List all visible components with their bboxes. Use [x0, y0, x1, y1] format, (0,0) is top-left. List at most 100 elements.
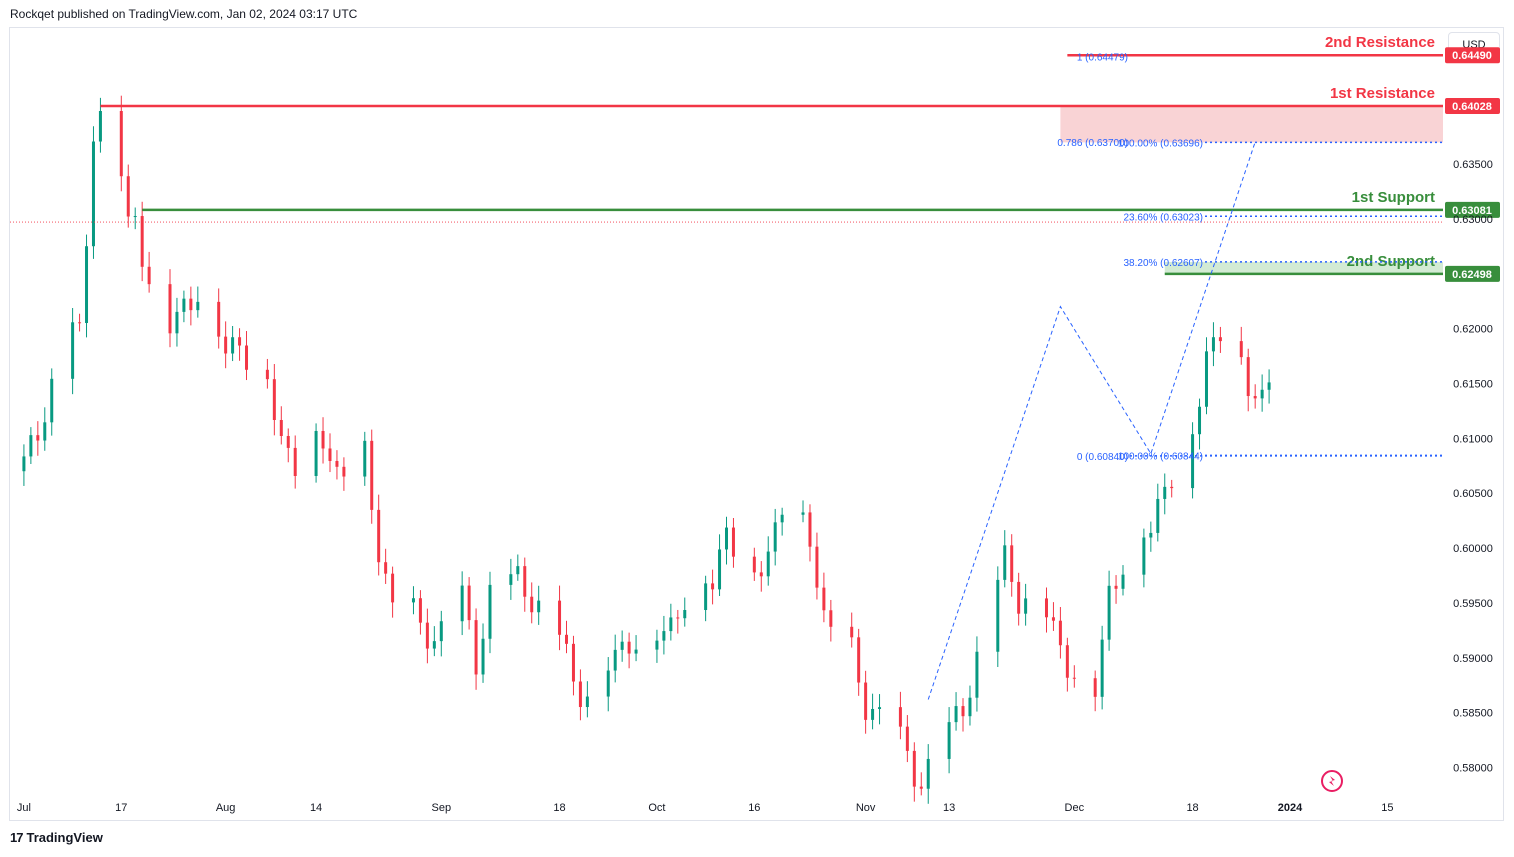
candle-body [418, 598, 422, 623]
footer-brand: 17 TradingView [10, 830, 103, 845]
candle [711, 569, 715, 605]
candle-body [571, 643, 575, 682]
x-tick-label: Oct [648, 802, 665, 814]
time-axis: Jul 17 Aug 14 Sep 18 Oct 16 Nov 13 Dec 18 2024 15 [17, 802, 1394, 814]
candle-body [147, 266, 151, 285]
candle [1051, 602, 1055, 631]
candle-body [857, 637, 861, 683]
candle-body [1156, 498, 1160, 533]
candle [912, 742, 916, 802]
candle [279, 406, 283, 445]
candle-body [627, 641, 631, 654]
candle-body [878, 707, 882, 709]
candle-body [196, 301, 200, 311]
candle-body [585, 696, 589, 708]
x-tick-label: 18 [553, 802, 565, 814]
candle [878, 694, 882, 725]
candle-body [718, 549, 722, 590]
y-tick-label: 0.58000 [1453, 763, 1493, 775]
candle-body [1017, 581, 1021, 614]
candle-body [272, 379, 276, 420]
candle [439, 610, 443, 657]
candle [759, 561, 763, 592]
candle-body [217, 301, 221, 337]
candle [1149, 521, 1153, 552]
level-label: 1st Support [1352, 189, 1435, 206]
candle-body [370, 440, 374, 510]
candle-body [50, 378, 54, 423]
candle-body [752, 556, 756, 573]
candle-body [634, 649, 638, 654]
candle-body [655, 640, 659, 650]
candle [91, 126, 95, 259]
candle-body [850, 626, 854, 638]
candle-body [293, 447, 297, 477]
candle [1044, 587, 1048, 633]
candle-body [919, 786, 923, 789]
candle-body [411, 598, 415, 603]
candle-body [926, 758, 930, 789]
brand-name: TradingView [26, 830, 103, 845]
candle-body [1072, 677, 1076, 679]
candle-body [425, 622, 429, 649]
candle [1100, 625, 1104, 710]
candle-body [474, 620, 478, 675]
fib-label: 0.786 (0.63700) [1057, 138, 1128, 149]
candle [718, 534, 722, 596]
candle [50, 368, 54, 436]
candle [321, 417, 325, 464]
candle [1017, 572, 1021, 626]
candle [168, 269, 172, 348]
candle-body [1024, 598, 1028, 614]
x-tick-label: Aug [216, 802, 236, 814]
flash-icon[interactable] [1321, 770, 1343, 792]
candle [1093, 670, 1097, 712]
candle [1260, 374, 1264, 412]
candle-body [523, 566, 527, 597]
fib-label: 100.00% (0.63696) [1118, 138, 1203, 149]
candle-body [759, 572, 763, 577]
candle-body [975, 651, 979, 698]
candle [460, 571, 464, 636]
candle [140, 201, 144, 282]
price-axis: 0.63500 0.63000 0.62000 0.61500 0.61000 0.605… [1453, 159, 1493, 775]
candle [1246, 348, 1250, 412]
candle-body [530, 596, 534, 613]
candle-body [91, 141, 95, 247]
candle-body [460, 585, 464, 622]
resistance-zone [1060, 105, 1443, 143]
candle [328, 433, 332, 473]
candle-body [1010, 545, 1014, 582]
candle-body [1149, 532, 1153, 538]
candle-body [1211, 337, 1215, 352]
candle [1003, 530, 1007, 588]
candle-body [279, 419, 283, 437]
candle-body [773, 522, 777, 552]
candle [627, 632, 631, 669]
candle-body [1142, 537, 1146, 575]
candle [1156, 483, 1160, 542]
candle-body [815, 546, 819, 588]
level-label: 1st Resistance [1330, 85, 1435, 102]
y-tick-label: 0.59000 [1453, 653, 1493, 665]
candle [467, 577, 471, 630]
candle-body [78, 322, 82, 324]
candle [905, 715, 909, 763]
candle-body [1003, 545, 1007, 580]
candle-body [85, 246, 89, 324]
candle [516, 554, 520, 581]
candle [293, 435, 297, 489]
y-tick-label: 0.61500 [1453, 378, 1493, 390]
candle-body [1121, 574, 1125, 589]
candle [384, 548, 388, 584]
chart-frame [9, 27, 1504, 821]
candle-body [808, 512, 812, 547]
candle [864, 670, 868, 734]
candle-body [683, 610, 687, 619]
candle [926, 744, 930, 804]
x-tick-label: Nov [856, 802, 876, 814]
level-price-tag [1445, 265, 1500, 282]
candle [752, 547, 756, 581]
candle [1267, 369, 1271, 404]
